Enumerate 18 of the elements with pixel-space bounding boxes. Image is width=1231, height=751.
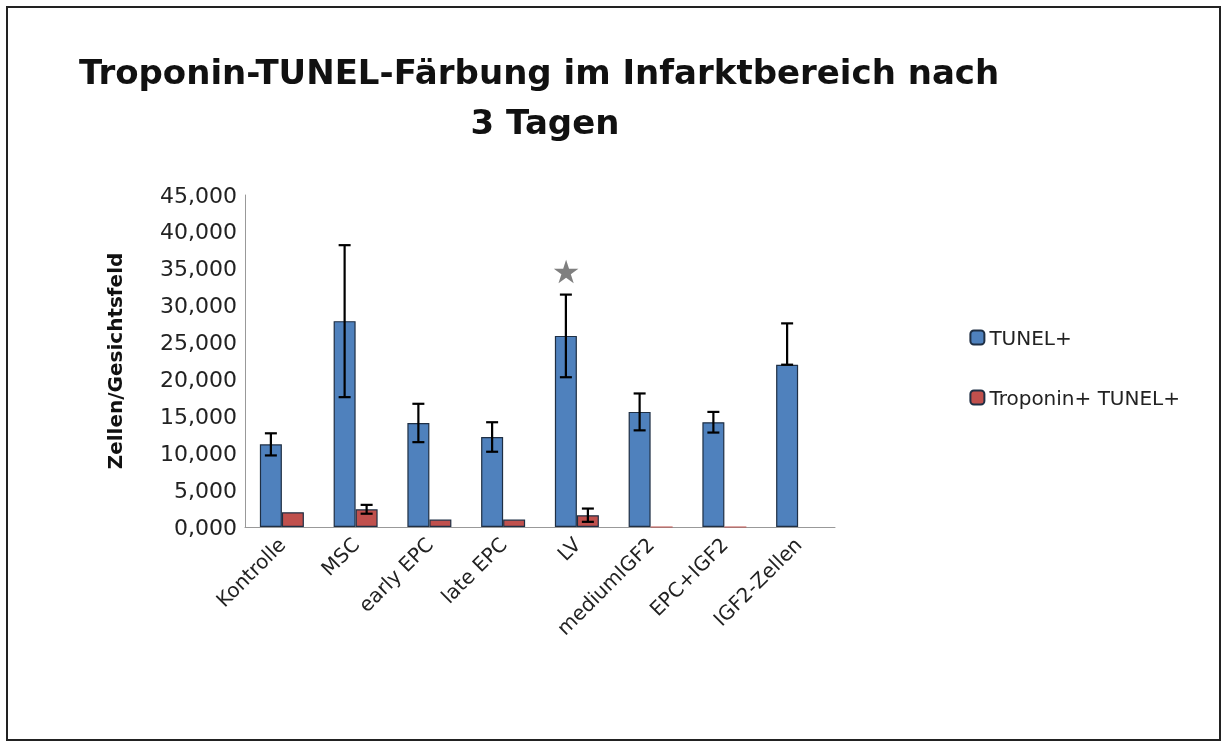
y-tick-label: 25,000 xyxy=(160,330,237,356)
legend-label: Troponin+ TUNEL+ xyxy=(988,385,1180,410)
bar xyxy=(776,364,799,527)
y-tick-label: 35,000 xyxy=(160,256,237,282)
y-tick-label: 40,000 xyxy=(160,219,237,245)
y-tick-label: 45,000 xyxy=(160,182,237,208)
y-tick-label: 20,000 xyxy=(160,366,237,392)
y-tick-label: 10,000 xyxy=(160,440,237,466)
y-tick-label: 15,000 xyxy=(160,403,237,429)
annotation: ★ xyxy=(551,253,581,291)
chart-title: Troponin-TUNEL-Färbung im Infarktbereich nach 3 Tagen xyxy=(78,52,1012,142)
bar xyxy=(628,411,651,527)
legend-label: TUNEL+ xyxy=(988,325,1072,350)
y-tick-label: 5,000 xyxy=(174,477,237,503)
bar xyxy=(702,422,725,527)
y-axis-title: Zellen/Gesichtsfeld xyxy=(103,252,127,470)
y-tick-label: 30,000 xyxy=(160,293,237,319)
y-tick-label: 0,000 xyxy=(174,514,237,540)
